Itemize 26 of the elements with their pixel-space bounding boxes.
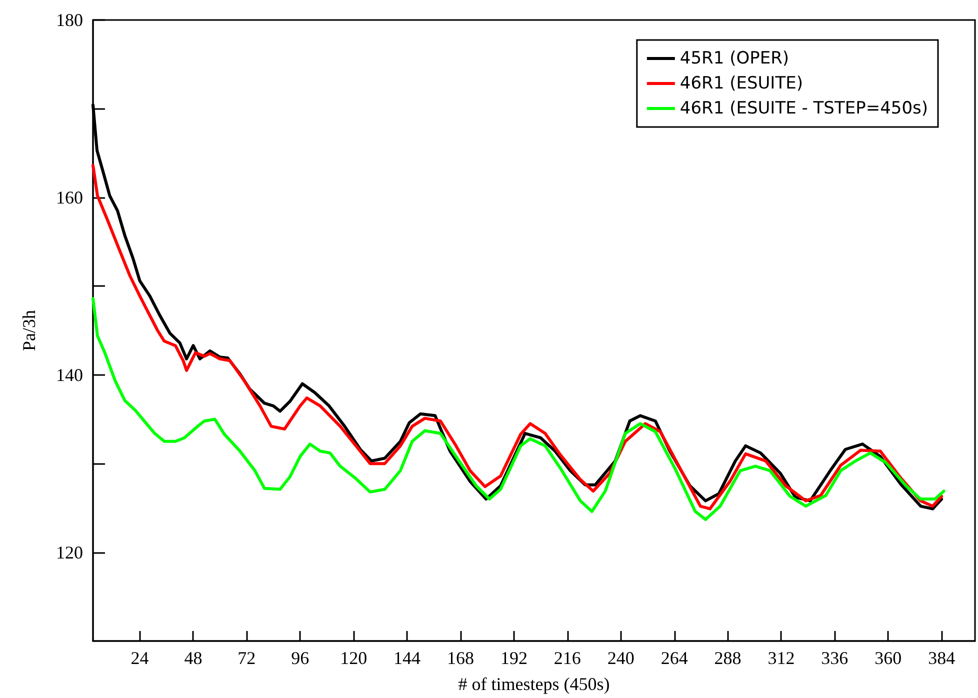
x-axis-title: # of timesteps (450s) — [458, 674, 610, 694]
y-tick-label: 160 — [56, 187, 83, 208]
y-axis-title: Pa/3h — [19, 310, 39, 352]
legend-label: 46R1 (ESUITE) — [680, 74, 803, 94]
x-tick-label: 264 — [660, 648, 688, 668]
x-tick-label: 72 — [238, 648, 256, 668]
x-tick-label: 96 — [291, 648, 310, 668]
x-tick-label: 360 — [874, 648, 902, 668]
y-tick-label: 180 — [56, 10, 83, 30]
x-tick-label: 24 — [130, 648, 149, 668]
legend-label: 45R1 (OPER) — [680, 48, 790, 68]
y-tick-label: 120 — [56, 542, 83, 562]
x-tick-label: 144 — [394, 648, 421, 668]
x-tick-label: 240 — [607, 648, 634, 668]
x-tick-label: 312 — [768, 648, 795, 668]
line-series — [92, 297, 946, 521]
x-tick-label: 288 — [714, 648, 742, 668]
legend-label: 46R1 (ESUITE - TSTEP=450s) — [680, 98, 928, 118]
x-tick-label: 216 — [554, 648, 581, 668]
x-tick-label: 336 — [821, 648, 848, 668]
x-tick-label: 168 — [447, 648, 474, 668]
x-tick-label: 120 — [340, 648, 368, 668]
x-tick-label: 48 — [184, 648, 202, 668]
x-tick-label: 384 — [928, 648, 956, 668]
y-tick-label: 140 — [56, 364, 83, 385]
x-tick-label: 192 — [500, 648, 528, 668]
